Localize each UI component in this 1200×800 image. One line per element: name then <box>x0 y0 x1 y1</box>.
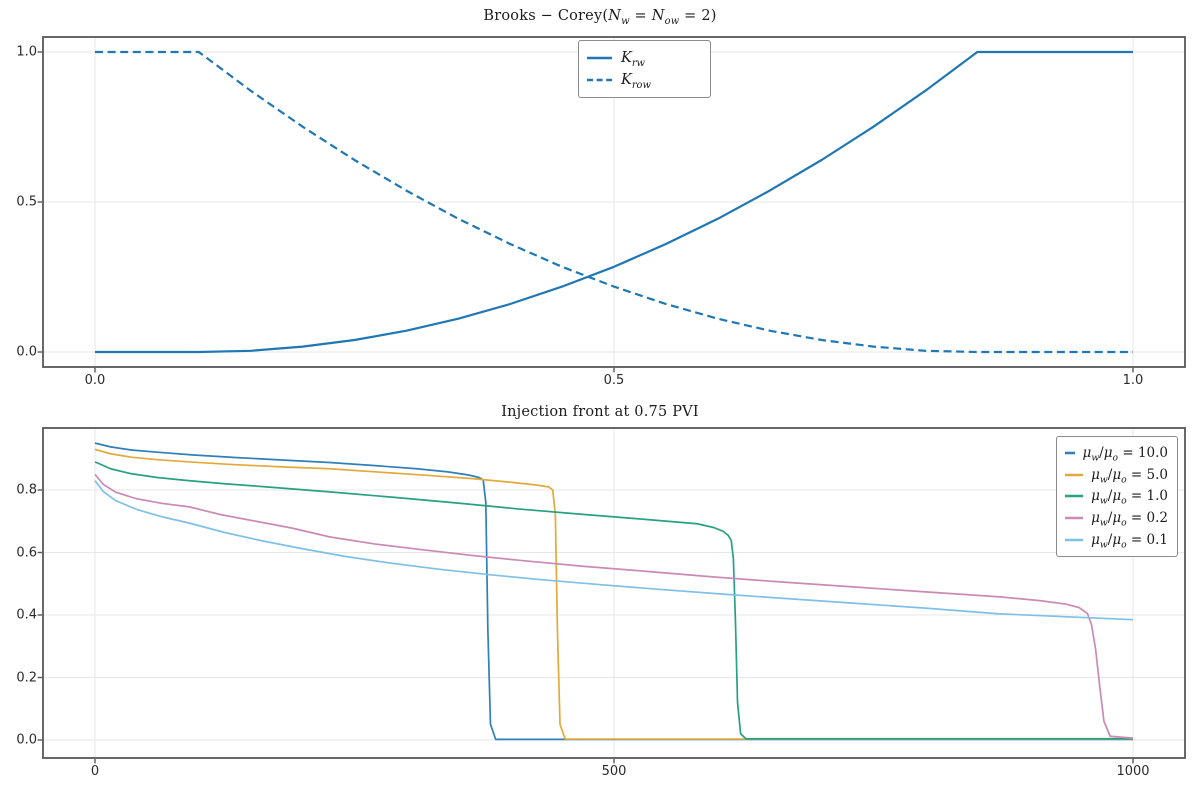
relperm-y-tick-label: 0.5 <box>16 194 37 210</box>
relperm-legend: Krw Krow <box>578 40 711 98</box>
injection-front-series <box>94 442 1134 741</box>
relperm-legend-entry-Krw: Krw <box>586 49 701 69</box>
injection-front-legend-entry-mu-ratio-0.2: μw/μo = 0.2 <box>1064 510 1168 529</box>
legend-line-swatch-icon <box>587 56 612 59</box>
injection-front-line-mu-ratio-0.2 <box>94 473 1134 739</box>
injection-front-legend: μw/μo = 10.0 μw/μo = 5.0 μw/μo = 1.0 μw/μo … <box>1056 436 1178 557</box>
injection-front-legend-entry-mu-ratio-1.0: μw/μo = 1.0 <box>1064 488 1168 508</box>
relperm-y-tick-label: 1.0 <box>16 44 37 60</box>
injection-front-ticks <box>37 489 1134 764</box>
injection-front-y-tick-label: 0.0 <box>16 732 37 748</box>
legend-line-swatch-icon <box>1065 495 1084 498</box>
legend-label: Krow <box>621 72 651 92</box>
legend-line-swatch-icon <box>587 79 612 82</box>
injection-front-x-tick-label: 0 <box>90 764 100 779</box>
injection-front-y-tick-label: 0.4 <box>16 607 37 623</box>
injection-front-y-tick-label: 0.6 <box>16 545 37 560</box>
injection-front-y-tick-label: 0.8 <box>16 482 37 498</box>
injection-front-legend-entry-mu-ratio-0.1: μw/μo = 0.1 <box>1064 532 1168 551</box>
relperm-line-Krw <box>95 50 1133 354</box>
legend-label: μw/μo = 5.0 <box>1091 466 1168 486</box>
legend-label: μw/μo = 0.2 <box>1091 510 1168 529</box>
injection-front-x-tick-label: 500 <box>601 764 627 779</box>
relperm-series <box>95 50 1133 354</box>
injection-front-line-mu-ratio-1.0 <box>94 461 1133 740</box>
relperm-ticks <box>37 51 1134 373</box>
relperm-chart-title: Brooks − Corey(Nw = Now = 2) <box>483 8 717 27</box>
injection-front-legend-entry-mu-ratio-5.0: μw/μo = 5.0 <box>1064 466 1168 486</box>
injection-front-line-mu-ratio-10.0 <box>94 442 1133 741</box>
injection-front-gridlines <box>43 428 1185 758</box>
legend-line-swatch-icon <box>1065 517 1084 520</box>
injection-front-spines <box>42 427 1186 759</box>
legend-label: μw/μo = 10.0 <box>1082 444 1168 464</box>
legend-line-swatch-icon <box>1065 473 1084 476</box>
relperm-legend-entry-Krow: Krow <box>586 72 701 92</box>
injection-front-chart-title: Injection front at 0.75 PVI <box>501 404 699 420</box>
legend-line-swatch-icon <box>1065 538 1084 542</box>
relperm-y-tick-label: 0.0 <box>16 344 37 360</box>
injection-front-line-mu-ratio-5.0 <box>94 448 1133 740</box>
injection-front-plot-area <box>37 427 1186 764</box>
injection-front-x-tick-label: 1000 <box>1116 764 1150 779</box>
legend-label: μw/μo = 1.0 <box>1091 488 1168 508</box>
legend-label: μw/μo = 0.1 <box>1091 532 1168 551</box>
relperm-x-tick-label: 0.5 <box>603 373 625 388</box>
relperm-spines <box>42 36 1186 368</box>
injection-front-line-mu-ratio-0.1 <box>94 480 1134 621</box>
injection-front-y-tick-label: 0.2 <box>16 670 37 685</box>
legend-label: Krw <box>621 49 645 69</box>
relperm-x-tick-label: 1.0 <box>1122 373 1144 388</box>
relperm-line-Krow <box>95 50 1133 354</box>
relperm-x-tick-label: 0.0 <box>84 373 106 388</box>
injection-front-legend-entry-mu-ratio-10.0: μw/μo = 10.0 <box>1064 444 1168 464</box>
legend-line-swatch-icon <box>1065 451 1075 455</box>
